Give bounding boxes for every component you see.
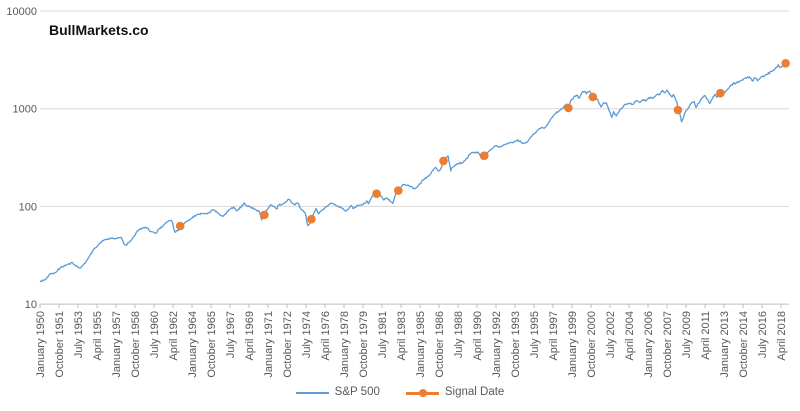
x-axis-label: April 2011	[700, 311, 712, 360]
x-axis-label: January 2006	[643, 311, 655, 378]
signal-dot	[564, 103, 573, 113]
x-axis-label: July 1981	[377, 311, 389, 358]
x-axis-label: October 1993	[510, 311, 522, 378]
brand-watermark: BullMarkets.co	[49, 22, 149, 38]
x-axis-label: April 1976	[320, 311, 332, 361]
x-axis-label: April 1990	[472, 311, 484, 361]
x-axis-label: October 2007	[662, 311, 674, 378]
x-axis-label: April 1962	[168, 311, 180, 361]
x-axis-label: January 1964	[187, 311, 199, 378]
x-axis-label: October 2014	[738, 311, 750, 378]
x-axis-label: October 1979	[358, 311, 370, 378]
x-axis-label: July 1988	[453, 311, 465, 358]
signal-dot	[307, 214, 316, 224]
x-axis-label: April 1955	[92, 311, 104, 361]
x-axis-label: January 2013	[719, 311, 731, 378]
x-axis-label: July 2002	[605, 311, 617, 358]
signal-dot	[439, 156, 448, 166]
x-axis-label: July 1974	[301, 311, 313, 358]
y-axis-label: 10000	[6, 6, 37, 18]
x-axis-label: October 1972	[282, 311, 294, 378]
x-axis-label: October 2000	[586, 311, 598, 378]
x-axis-label: April 2018	[776, 311, 788, 361]
signal-dot	[781, 59, 790, 68]
x-axis-label: January 1999	[567, 311, 579, 378]
x-axis-label: October 1958	[130, 311, 142, 378]
x-axis-label: January 1985	[415, 311, 427, 378]
x-axis-label: October 1986	[434, 311, 446, 378]
signal-dot	[394, 186, 403, 195]
signal-dots	[175, 59, 790, 231]
y-axis-label: 100	[19, 201, 37, 213]
legend-label-sp500: S&P 500	[334, 386, 380, 398]
x-axis-label: April 2004	[624, 311, 636, 361]
legend-item-signal-date: Signal Date	[405, 386, 505, 398]
x-axis-label: July 2009	[681, 311, 693, 358]
x-axis-label: July 1953	[73, 311, 85, 358]
signal-dot	[372, 189, 381, 198]
x-axis-label: July 1967	[225, 311, 237, 358]
x-axis-label: April 1997	[548, 311, 560, 361]
legend: S&P 500 Signal Date	[0, 386, 800, 398]
x-axis-label: January 1992	[491, 311, 503, 378]
x-axis-label: January 1950	[35, 311, 47, 378]
x-axis-label: October 1951	[54, 311, 66, 378]
sp500-line-swatch	[295, 388, 329, 397]
x-axis-label: April 1969	[244, 311, 256, 361]
legend-label-signal-date: Signal Date	[444, 386, 505, 398]
x-axis-label: April 1983	[396, 311, 408, 361]
x-axis-label: October 1965	[206, 311, 218, 378]
x-axis: January 1950 October 1951 July 1953 April 1…	[35, 303, 789, 378]
x-axis-label: January 1978	[339, 311, 351, 378]
legend-item-sp500: S&P 500	[295, 386, 380, 398]
signal-dot	[480, 151, 489, 160]
signal-dot	[673, 105, 683, 115]
x-axis-label: July 1995	[529, 311, 541, 358]
x-axis-label: July 1960	[149, 311, 161, 358]
signal-date-swatch	[405, 388, 439, 397]
y-axis-label: 1000	[13, 104, 37, 116]
y-axis-label: 10	[25, 299, 37, 311]
signal-dot	[175, 221, 185, 231]
x-axis-label: July 2016	[757, 311, 769, 358]
sp500-line	[39, 62, 787, 283]
signal-dot	[588, 92, 598, 102]
x-axis-label: January 1971	[263, 311, 275, 378]
signal-dot	[260, 210, 269, 220]
x-axis-label: January 1957	[111, 311, 123, 378]
gridlines: 10 100 1000 10000	[6, 6, 789, 311]
signal-dot	[716, 88, 725, 98]
